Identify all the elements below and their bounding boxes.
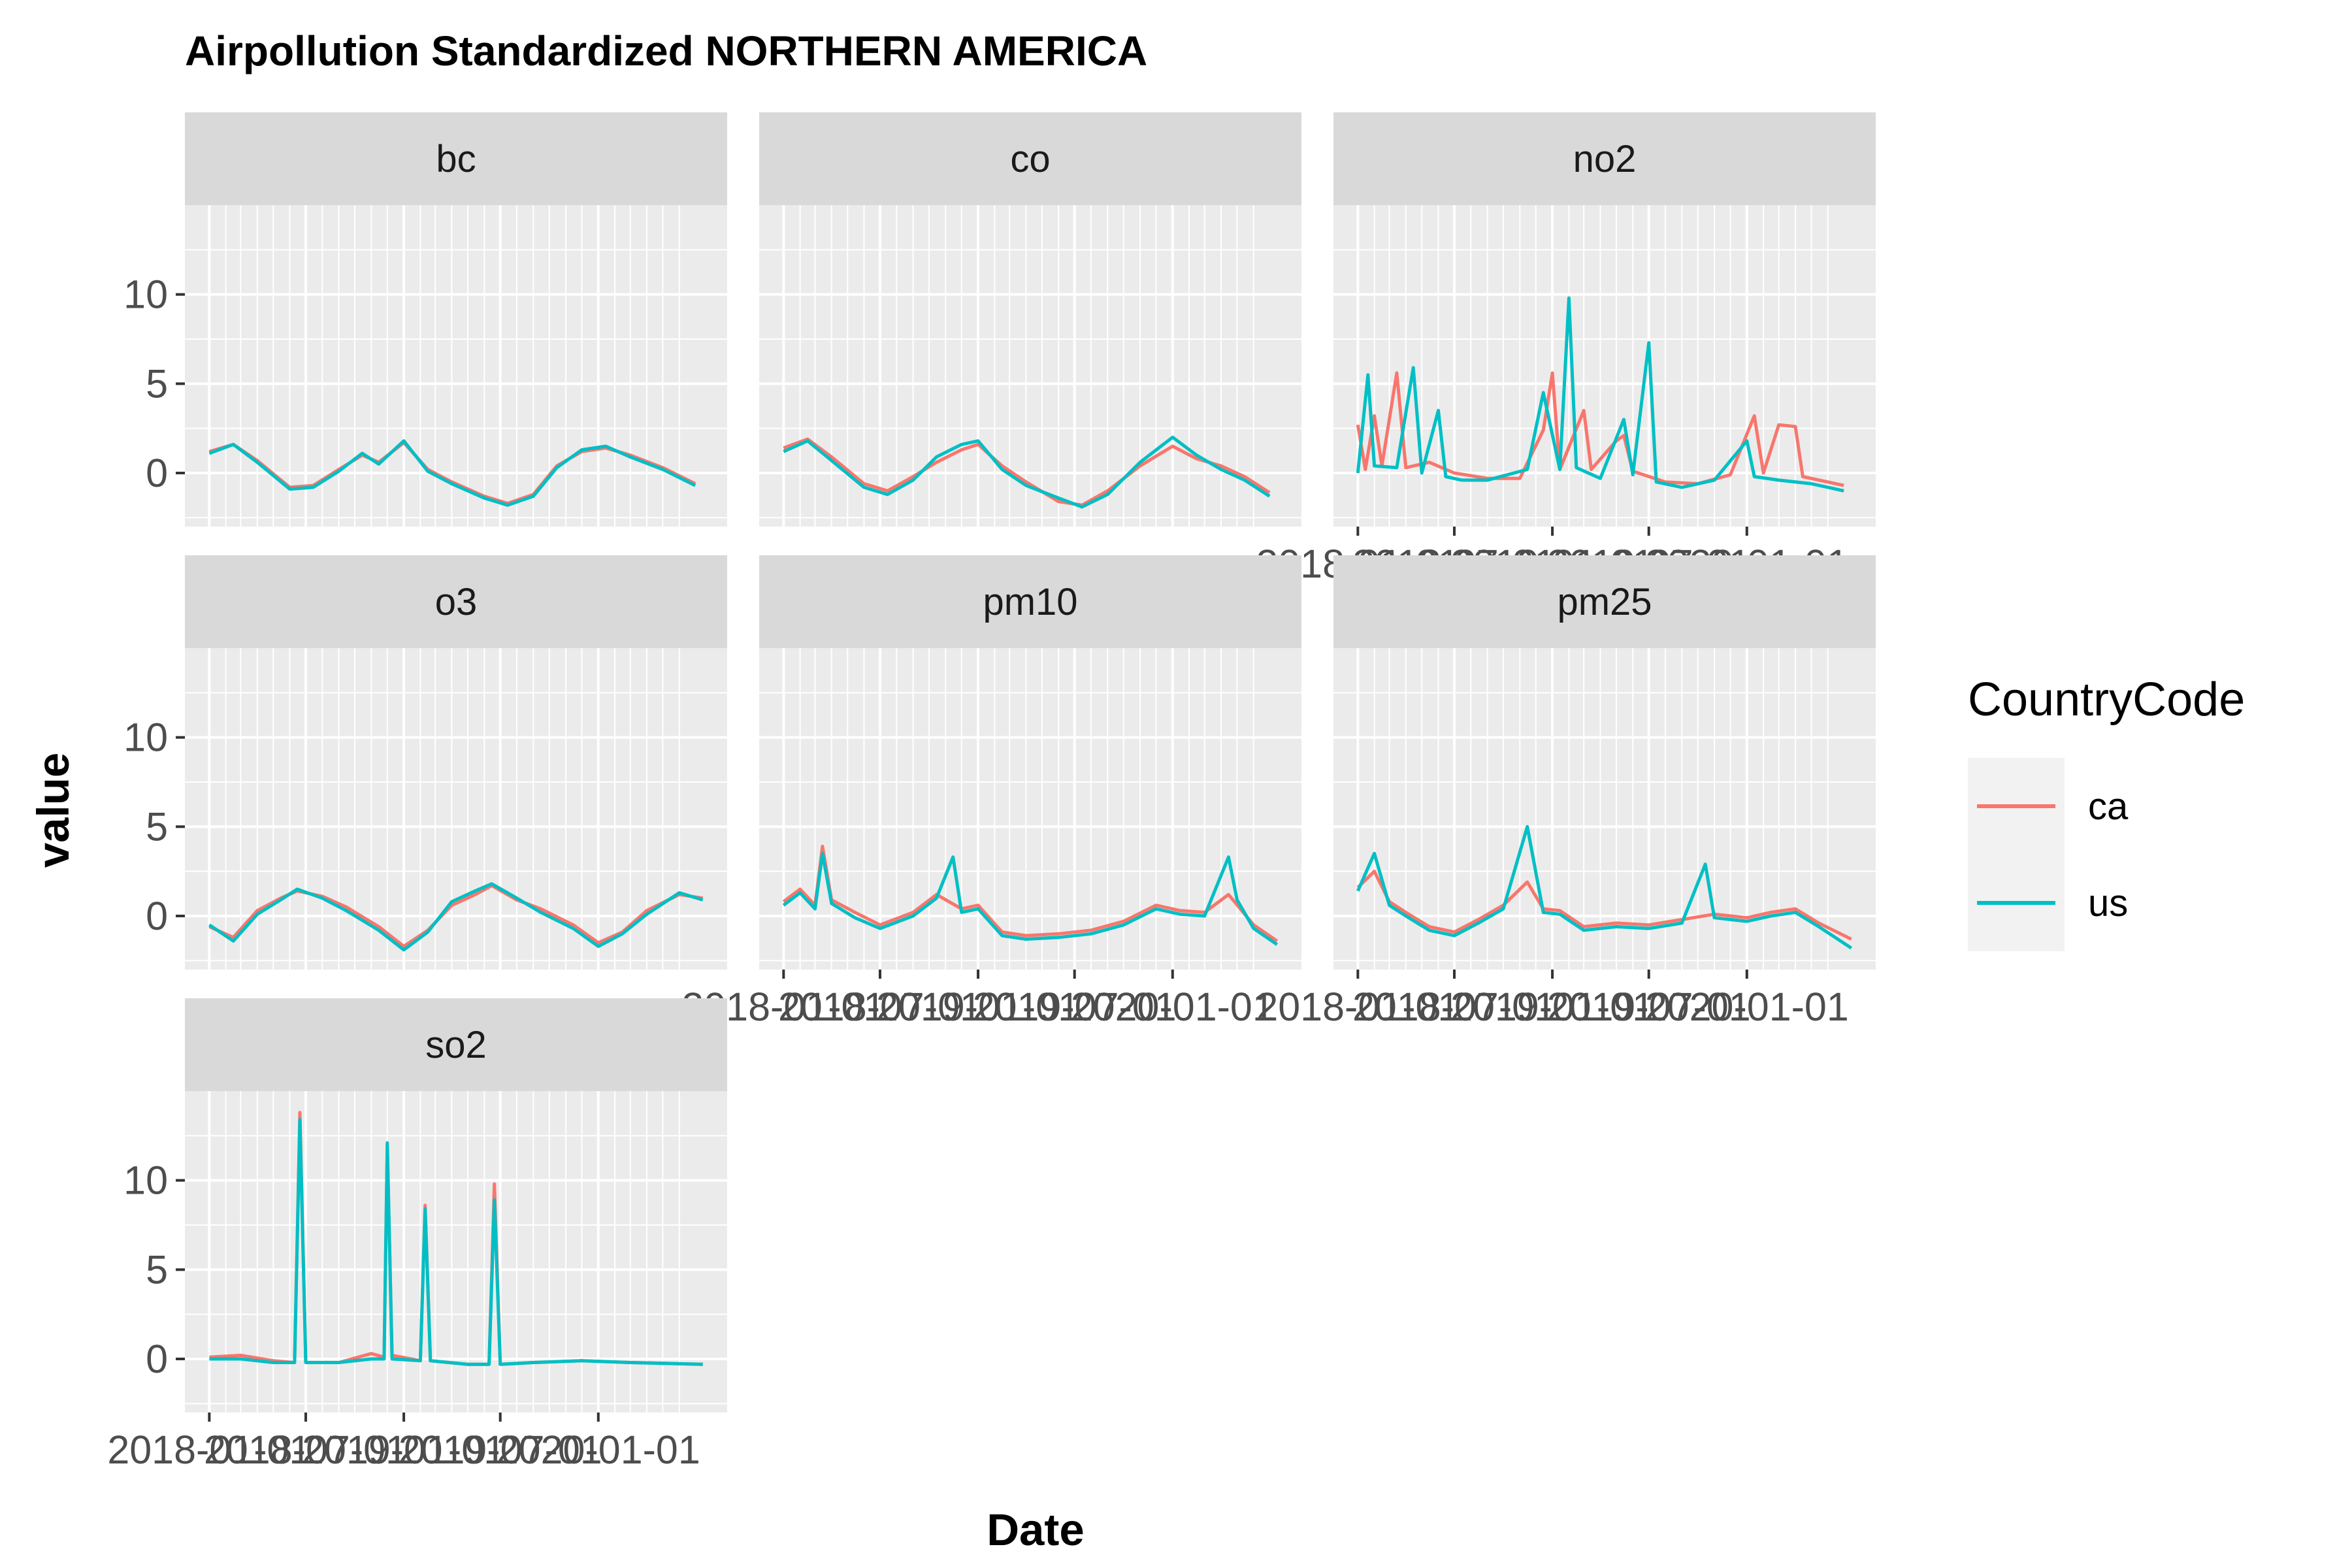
x-tick-label: 2018-01-01 xyxy=(107,1428,311,1472)
facet-panel-co: co xyxy=(759,112,1301,527)
facet-panel-so2: so2 0 5 10 2018-01-012018-07-012019-01-01201… xyxy=(107,998,727,1472)
panel-background xyxy=(185,205,727,527)
series-line-no2-ca xyxy=(1356,371,1844,487)
series-line-bc-us xyxy=(208,439,696,507)
x-tick-label: 2020-01-01 xyxy=(1645,985,1849,1029)
y-axis-title: value xyxy=(28,753,78,868)
panel-background xyxy=(759,648,1301,970)
facet-strip-so2 xyxy=(185,998,727,1091)
facet-strip-no2 xyxy=(1333,112,1876,205)
facet-strip-label: no2 xyxy=(1573,138,1637,180)
series-line-no2-us xyxy=(1356,296,1844,493)
x-tick-label: 2018-01-01 xyxy=(1256,985,1460,1029)
x-tick-label: 2018-07-01 xyxy=(204,1428,408,1472)
facet-panel-no2: no22018-01-012018-07-012019-01-012019-07… xyxy=(1256,112,1876,586)
series-line-pm10-us xyxy=(782,851,1279,946)
y-tick-label: 10 xyxy=(123,272,168,317)
facet-panel-o3: o3 0 5 10 xyxy=(123,555,727,970)
panel-background xyxy=(185,648,727,970)
y-tick-label: 0 xyxy=(146,1337,168,1381)
series-line-so2-us xyxy=(209,1118,703,1366)
facet-strip-pm10 xyxy=(759,555,1301,648)
facet-strip-label: bc xyxy=(436,138,476,180)
series-line-co-us xyxy=(783,435,1271,509)
facet-strip-label: o3 xyxy=(435,581,478,623)
y-tick-label: 10 xyxy=(123,1158,168,1203)
x-tick-label: 2018-07-01 xyxy=(778,985,982,1029)
y-tick-label: 5 xyxy=(146,1247,168,1292)
series-line-pm25-us xyxy=(1356,825,1853,950)
facet-panel-pm10: pm102018-01-012018-07-012019-01-012019-0… xyxy=(681,555,1301,1029)
x-tick-label: 2019-01-01 xyxy=(302,1428,506,1472)
facet-panel-bc: bc 0 5 10 xyxy=(123,112,727,527)
y-tick-label: 5 xyxy=(146,804,168,849)
facet-strip-bc xyxy=(185,112,727,205)
x-tick-label: 2020-01-01 xyxy=(1071,985,1275,1029)
facet-strip-co xyxy=(759,112,1301,205)
y-tick-label: 10 xyxy=(123,715,168,760)
y-tick-label: 5 xyxy=(146,361,168,406)
facet-strip-label: so2 xyxy=(425,1024,487,1066)
panel-background xyxy=(759,205,1301,527)
x-tick-label: 2019-01-01 xyxy=(1450,985,1654,1029)
legend: CountryCode ca us xyxy=(1968,674,2245,951)
x-axis-title: Date xyxy=(987,1505,1085,1555)
x-tick-label: 2019-07-01 xyxy=(1547,985,1751,1029)
facet-strip-o3 xyxy=(185,555,727,648)
facet-strip-pm25 xyxy=(1333,555,1876,648)
legend-label-ca: ca xyxy=(2088,785,2129,828)
facet-strip-label: pm25 xyxy=(1557,581,1652,623)
y-tick-label: 0 xyxy=(146,894,168,938)
facet-panels: bc0510cono22018-01-012018-07-012019-01-0… xyxy=(107,112,1876,1472)
legend-title: CountryCode xyxy=(1968,674,2245,726)
chart-title: Airpollution Standardized NORTHERN AMERI… xyxy=(185,27,1147,74)
x-tick-label: 2019-07-01 xyxy=(973,985,1177,1029)
series-line-co-ca xyxy=(783,437,1271,507)
x-tick-label: 2019-01-01 xyxy=(876,985,1080,1029)
facet-strip-label: co xyxy=(1010,138,1050,180)
legend-label-us: us xyxy=(2088,882,2128,924)
series-line-o3-us xyxy=(208,882,704,952)
y-tick-label: 0 xyxy=(146,451,168,495)
series-line-pm25-ca xyxy=(1356,870,1852,941)
x-tick-label: 2019-07-01 xyxy=(399,1428,602,1472)
panel-background xyxy=(1333,205,1876,527)
facet-strip-label: pm10 xyxy=(983,581,1077,623)
x-tick-label: 2020-01-01 xyxy=(497,1428,700,1472)
x-tick-label: 2018-07-01 xyxy=(1352,985,1556,1029)
facet-panel-pm25: pm25 2018-01-012018-07-012019-01-012019-0… xyxy=(1256,555,1876,1029)
